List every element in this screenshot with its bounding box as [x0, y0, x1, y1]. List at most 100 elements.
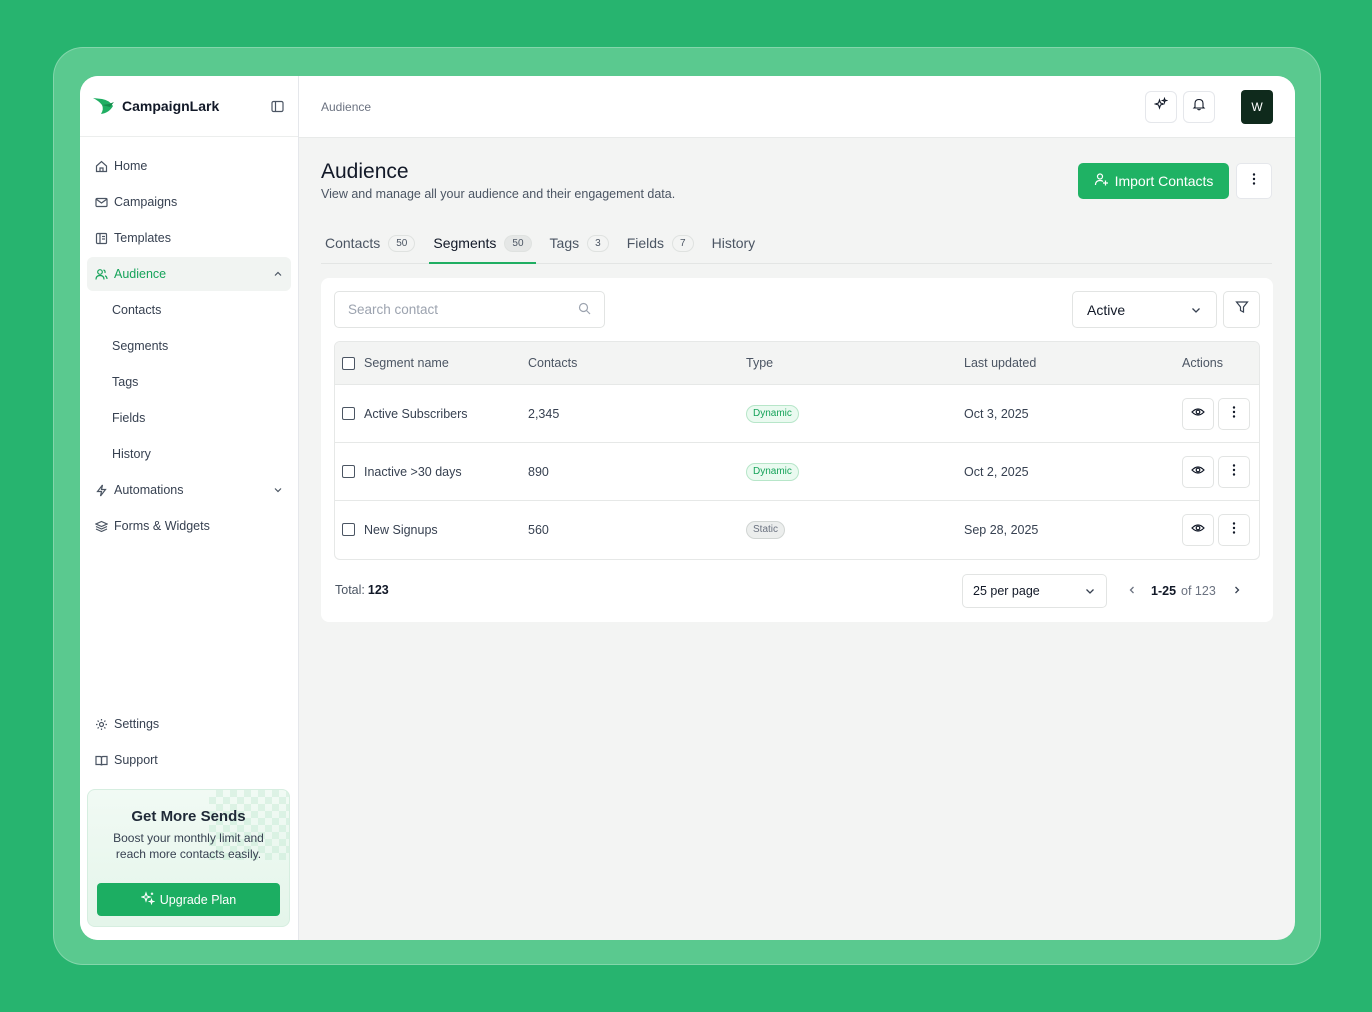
column-header-last-updated[interactable]: Last updated: [964, 356, 1037, 370]
page-total: of 123: [1181, 584, 1216, 598]
sidebar-item-label: Settings: [114, 717, 160, 731]
sidebar-item-label: Audience: [114, 267, 167, 281]
tab-fields[interactable]: Fields 7: [623, 224, 698, 262]
row-checkbox[interactable]: [342, 407, 355, 420]
per-page-value: 25 per page: [973, 584, 1040, 598]
home-icon: [94, 159, 108, 173]
sidebar-item-templates[interactable]: Templates: [87, 221, 291, 255]
segment-type-cell: Static: [746, 520, 964, 539]
brand-name[interactable]: CampaignLark: [122, 98, 220, 114]
tab-contacts[interactable]: Contacts 50: [321, 224, 419, 262]
add-user-icon: [1094, 172, 1109, 190]
sidebar-subitem-tags[interactable]: Tags: [112, 375, 139, 389]
row-more-button[interactable]: [1218, 455, 1250, 488]
bolt-icon: [94, 483, 108, 497]
promo-pattern: [209, 790, 289, 860]
chevron-right-icon: [1232, 584, 1242, 598]
sidebar-item-settings[interactable]: Settings: [87, 707, 291, 741]
tab-segments[interactable]: Segments 50: [429, 224, 536, 264]
segment-updated: Oct 3, 2025: [964, 406, 1029, 421]
type-badge: Dynamic: [746, 462, 799, 481]
lark-logo-icon[interactable]: [92, 95, 116, 117]
filter-button[interactable]: [1223, 291, 1260, 328]
tab-tags[interactable]: Tags 3: [546, 224, 613, 262]
sidebar-subitem-history[interactable]: History: [112, 447, 151, 461]
breadcrumb[interactable]: Audience: [321, 99, 372, 114]
table-row[interactable]: New Signups 560 Static Sep 28, 2025: [335, 500, 1259, 558]
sidebar-item-home[interactable]: Home: [87, 149, 291, 183]
promo-text: Boost your monthly limit and reach more …: [113, 831, 264, 861]
column-header-segment-name[interactable]: Segment name: [364, 356, 449, 370]
row-select-cell: [335, 465, 364, 478]
sidebar-item-support[interactable]: Support: [87, 743, 291, 777]
sidebar-item-automations[interactable]: Automations: [87, 473, 291, 507]
tab-history[interactable]: History: [708, 224, 760, 262]
segments-table: Segment name Contacts Type Last updated …: [334, 341, 1260, 560]
type-badge: Dynamic: [746, 404, 799, 423]
tab-label: Contacts: [325, 235, 381, 251]
avatar[interactable]: W: [1241, 89, 1273, 124]
row-more-button[interactable]: [1218, 397, 1250, 430]
audience-tabs: Contacts 50 Segments 50 Tags 3 Fields 7 …: [321, 224, 1272, 264]
import-contacts-button[interactable]: Import Contacts: [1078, 163, 1229, 199]
sidebar-item-forms-widgets[interactable]: Forms & Widgets: [87, 509, 291, 543]
page-header: Audience View and manage all your audien…: [321, 160, 675, 201]
status-dropdown[interactable]: Active: [1072, 291, 1217, 328]
kebab-icon: [1232, 405, 1236, 422]
column-header-contacts[interactable]: Contacts: [528, 356, 578, 370]
upgrade-plan-button[interactable]: Upgrade Plan: [97, 883, 280, 916]
book-icon: [94, 753, 108, 767]
chevron-down-icon[interactable]: [272, 484, 284, 496]
notifications-button[interactable]: [1183, 90, 1215, 123]
ai-assist-button[interactable]: [1145, 90, 1177, 123]
sidebar-item-campaigns[interactable]: Campaigns: [87, 185, 291, 219]
total-count: Total: 123: [335, 583, 389, 597]
pagination: 1-25 of 123: [1121, 574, 1248, 608]
table-row[interactable]: Inactive >30 days 890 Dynamic Oct 2, 202…: [335, 442, 1259, 500]
row-checkbox[interactable]: [342, 523, 355, 536]
sidebar-item-label: Templates: [114, 231, 171, 245]
sidebar-item-audience[interactable]: Audience: [87, 257, 291, 291]
table-row[interactable]: Active Subscribers 2,345 Dynamic Oct 3, …: [335, 384, 1259, 442]
sidebar-subitem-fields[interactable]: Fields: [112, 411, 146, 425]
search-icon[interactable]: [578, 302, 591, 318]
chevron-left-icon: [1127, 584, 1137, 598]
segment-updated: Sep 28, 2025: [964, 522, 1039, 537]
topbar: Audience W: [299, 76, 1295, 138]
sidebar-subitem-segments[interactable]: Segments: [112, 339, 169, 353]
row-more-button[interactable]: [1218, 513, 1250, 546]
tab-count-badge: 7: [672, 234, 694, 252]
sidebar-item-label: Automations: [114, 483, 184, 497]
sidebar-toggle-icon[interactable]: [270, 99, 284, 113]
view-button[interactable]: [1182, 513, 1214, 546]
type-badge: Static: [746, 520, 786, 539]
next-page-button[interactable]: [1226, 584, 1248, 598]
filter-icon: [1234, 300, 1249, 319]
import-contacts-label: Import Contacts: [1114, 173, 1214, 189]
prev-page-button[interactable]: [1121, 584, 1143, 598]
row-actions: [1182, 397, 1259, 430]
per-page-select[interactable]: 25 per page: [962, 574, 1107, 608]
chevron-up-icon[interactable]: [272, 268, 284, 280]
view-button[interactable]: [1182, 397, 1214, 430]
column-header-type[interactable]: Type: [746, 356, 774, 370]
tab-label: Fields: [626, 235, 665, 251]
sidebar-item-label: Home: [114, 159, 148, 173]
row-checkbox[interactable]: [342, 465, 355, 478]
search-field[interactable]: [334, 291, 605, 328]
upgrade-promo-card: Get More Sends Boost your monthly limit …: [87, 789, 290, 927]
segment-type-cell: Dynamic: [746, 462, 964, 481]
page-more-button[interactable]: [1236, 163, 1272, 199]
segment-name: Active Subscribers: [364, 406, 468, 421]
sidebar-subitem-contacts[interactable]: Contacts: [112, 303, 162, 317]
select-all-checkbox[interactable]: [342, 356, 355, 370]
search-input[interactable]: [348, 302, 578, 317]
sidebar-nav: Home Campaigns Templates Audience Contac…: [80, 137, 298, 543]
page-subtitle: View and manage all your audience and th…: [321, 187, 676, 201]
layers-icon: [94, 519, 108, 533]
row-actions: [1182, 513, 1259, 546]
chevron-down-icon: [1084, 585, 1096, 597]
segment-name: Inactive >30 days: [364, 464, 462, 479]
bell-icon: [1192, 97, 1206, 116]
view-button[interactable]: [1182, 455, 1214, 488]
